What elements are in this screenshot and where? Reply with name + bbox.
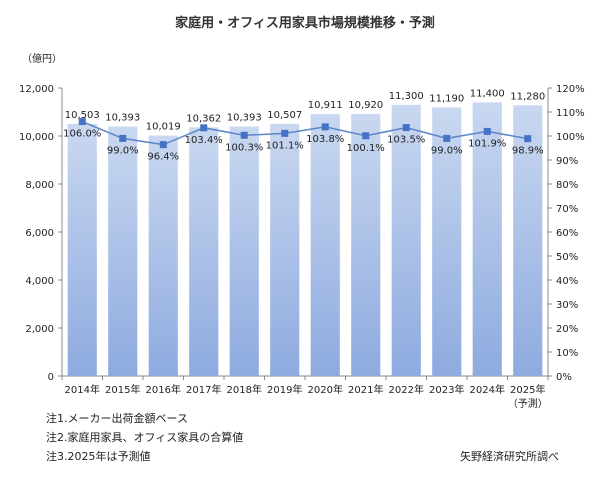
- y-tick-label: 12,000: [19, 84, 54, 95]
- note-3: 注3.2025年は予測値: [46, 449, 151, 463]
- x-tick-label: 2017年: [186, 383, 221, 396]
- y-axis-unit: （億円）: [22, 52, 62, 65]
- bar-value-label: 11,300: [389, 91, 424, 102]
- bar-value-label: 11,280: [510, 91, 545, 102]
- x-tick-label: 2016年: [146, 383, 181, 396]
- growth-rate-label: 100.1%: [347, 143, 385, 154]
- note-1: 注1.メーカー出荷金額ベース: [46, 411, 188, 425]
- bar: [513, 105, 543, 376]
- growth-rate-label: 103.5%: [387, 135, 425, 146]
- growth-rate-line: [81, 120, 528, 146]
- y2-tick-label: 40%: [556, 276, 578, 287]
- y2-tick-label: 10%: [556, 348, 578, 359]
- growth-rate-marker: [483, 127, 491, 135]
- growth-rate-marker: [362, 132, 370, 140]
- growth-rate-marker: [524, 135, 532, 143]
- y-tick-label: 10,000: [19, 132, 54, 143]
- bar-value-label: 11,190: [429, 93, 464, 104]
- plot-area: 0 2,000 4,000 6,000 8,000 10,000 12,000 0% 10% 20…: [19, 84, 585, 410]
- growth-rate-label: 101.9%: [468, 138, 506, 149]
- bar: [270, 123, 300, 376]
- growth-rate-marker: [159, 141, 167, 149]
- y2-tick-label: 50%: [556, 252, 578, 263]
- y-tick-label: 6,000: [25, 228, 54, 239]
- bar: [310, 114, 340, 377]
- x-tick-label: 2025年: [510, 383, 545, 396]
- y2-tick-label: 30%: [556, 300, 578, 311]
- source-credit: 矢野経済研究所調べ: [460, 449, 559, 463]
- bar-value-label: 10,362: [186, 113, 221, 124]
- growth-rate-marker: [119, 134, 127, 142]
- bar: [229, 126, 259, 377]
- bar: [351, 113, 381, 377]
- growth-rate-label: 100.3%: [225, 142, 263, 153]
- bar: [472, 102, 502, 377]
- growth-rate-marker: [78, 118, 86, 126]
- y2-tick-label: 100%: [556, 132, 585, 143]
- growth-rate-marker: [402, 124, 410, 132]
- growth-rate-label: 103.8%: [306, 134, 344, 145]
- x-tick-label: 2020年: [308, 383, 343, 396]
- x-tick-label: 2022年: [389, 383, 424, 396]
- x-tick-label: 2014年: [65, 383, 100, 396]
- bar: [432, 107, 462, 376]
- growth-rate-label: 99.0%: [107, 145, 139, 156]
- bar-value-label: 10,019: [146, 122, 181, 133]
- growth-rate-label: 103.4%: [185, 135, 223, 146]
- y2-tick-label: 20%: [556, 324, 578, 335]
- y2-tick-label: 90%: [556, 156, 578, 167]
- y2-tick-label: 0%: [556, 372, 572, 383]
- growth-rate-marker: [281, 129, 289, 137]
- y2-tick-label: 120%: [556, 84, 585, 95]
- x-tick-label: 2019年: [267, 383, 302, 396]
- x-tick-sublabel: （予測）: [508, 397, 548, 410]
- bar-value-label: 10,393: [105, 113, 140, 124]
- bar-value-label: 10,393: [227, 113, 262, 124]
- bar: [391, 104, 421, 377]
- y-tick-label: 4,000: [25, 276, 54, 287]
- growth-rate-marker: [240, 131, 248, 139]
- growth-rate-label: 98.9%: [512, 146, 544, 157]
- bar-value-label: 10,503: [65, 110, 100, 121]
- chart-title: 家庭用・オフィス用家具市場規模推移・予測: [175, 15, 435, 31]
- bar: [148, 135, 178, 376]
- y2-tick-label: 110%: [556, 108, 585, 119]
- bar: [189, 127, 219, 376]
- y2-tick-label: 80%: [556, 180, 578, 191]
- bar: [108, 126, 138, 377]
- note-2: 注2.家庭用家具、オフィス家具の合算値: [46, 430, 243, 444]
- x-tick-label: 2023年: [429, 383, 464, 396]
- y-tick-label: 0: [48, 372, 54, 383]
- x-tick-label: 2021年: [348, 383, 383, 396]
- growth-rate-marker: [443, 134, 451, 142]
- growth-rate-label: 101.1%: [266, 140, 304, 151]
- growth-rate-label: 106.0%: [63, 129, 101, 140]
- bar-value-label: 11,400: [470, 88, 505, 99]
- y-tick-label: 8,000: [25, 180, 54, 191]
- bar-value-label: 10,911: [308, 100, 343, 111]
- x-tick-label: 2015年: [105, 383, 140, 396]
- bar-value-label: 10,920: [348, 100, 383, 111]
- y-tick-label: 2,000: [25, 324, 54, 335]
- y2-tick-label: 70%: [556, 204, 578, 215]
- bar-value-label: 10,507: [267, 110, 302, 121]
- growth-rate-marker: [321, 123, 329, 131]
- growth-rate-label: 96.4%: [147, 152, 179, 163]
- x-tick-label: 2018年: [227, 383, 262, 396]
- growth-rate-marker: [200, 124, 208, 132]
- y2-tick-label: 60%: [556, 228, 578, 239]
- growth-rate-label: 99.0%: [431, 145, 463, 156]
- x-tick-label: 2024年: [470, 383, 505, 396]
- bar: [67, 123, 97, 376]
